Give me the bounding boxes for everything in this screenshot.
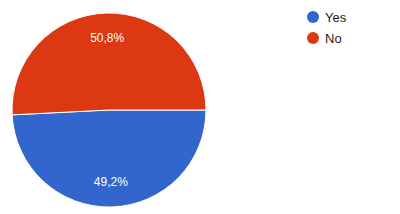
chart-container: 49,2% 50,8% Yes No bbox=[0, 0, 400, 214]
legend-marker bbox=[307, 32, 319, 44]
legend-label: No bbox=[325, 31, 342, 46]
pie-slice bbox=[12, 13, 206, 115]
data-label: 50,8% bbox=[90, 31, 124, 45]
data-label: 49,2% bbox=[94, 175, 128, 189]
legend-label: Yes bbox=[325, 10, 347, 25]
legend: Yes No bbox=[307, 10, 347, 46]
chart-svg: 49,2% 50,8% Yes No bbox=[0, 0, 400, 214]
slice-labels: 49,2% 50,8% bbox=[90, 31, 128, 189]
pie-slice bbox=[12, 110, 206, 207]
slices bbox=[12, 13, 206, 207]
legend-marker bbox=[307, 11, 319, 23]
